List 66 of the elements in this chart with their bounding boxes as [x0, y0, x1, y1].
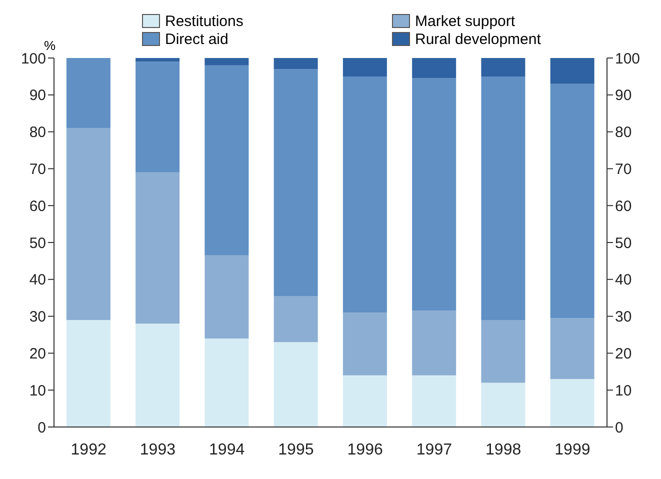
- bar: [412, 78, 456, 311]
- bar: [274, 69, 318, 296]
- bar: [342, 375, 387, 427]
- bar: [66, 128, 110, 320]
- y2-tick-label: 100: [615, 50, 640, 68]
- bar: [481, 58, 526, 76]
- bar: [204, 65, 249, 256]
- x-tick-label: 1992: [70, 441, 106, 458]
- x-tick-label: 1999: [554, 441, 590, 458]
- y2-tick-label: 40: [615, 272, 632, 289]
- bar: [481, 382, 526, 427]
- bar: [274, 58, 318, 70]
- x-tick-label: 1995: [278, 441, 314, 458]
- bar: [274, 342, 318, 427]
- bar: [550, 318, 594, 380]
- y-tick-label: 60: [29, 198, 46, 215]
- y2-tick-label: 50: [615, 234, 632, 252]
- legend-label: Market support: [415, 12, 516, 30]
- y-tick-label: 50: [29, 234, 46, 252]
- bar: [412, 375, 456, 427]
- bar: [342, 312, 387, 376]
- y-tick-label: 0: [38, 419, 46, 436]
- bar: [136, 172, 180, 324]
- legend-label: Restitutions: [165, 12, 244, 30]
- y2-tick-label: 80: [615, 124, 632, 142]
- bar: [550, 379, 594, 427]
- y-tick-label: 40: [29, 272, 46, 289]
- y2-tick-label: 60: [615, 198, 632, 215]
- bar: [342, 76, 387, 313]
- bar: [342, 58, 387, 76]
- bar: [204, 338, 249, 427]
- bar: [66, 320, 110, 427]
- legend-label: Rural development: [415, 30, 541, 48]
- x-tick-label: 1996: [347, 441, 383, 458]
- x-tick-label: 1993: [140, 441, 176, 458]
- y2-tick-label: 70: [615, 161, 632, 178]
- bar: [204, 58, 249, 66]
- y-tick-label: 70: [29, 161, 46, 178]
- y-tick-label: 100: [20, 50, 46, 68]
- y-tick-label: 80: [29, 124, 46, 142]
- y2-tick-label: 0: [615, 419, 624, 436]
- x-tick-label: 1998: [486, 441, 522, 458]
- bar: [204, 255, 249, 338]
- y-tick-label: 10: [29, 382, 46, 400]
- bar: [136, 324, 180, 427]
- y-tick-label: 20: [29, 346, 46, 363]
- bar: [136, 62, 180, 172]
- y-tick-label: 30: [29, 308, 46, 326]
- y2-tick-label: 90: [615, 87, 632, 104]
- y2-tick-label: 10: [615, 382, 632, 400]
- bar: [481, 320, 526, 383]
- bar: [550, 58, 594, 84]
- x-tick-label: 1997: [416, 441, 452, 458]
- bar: [274, 296, 318, 342]
- x-tick-label: 1994: [209, 441, 245, 458]
- bar: [481, 76, 526, 320]
- y2-tick-label: 20: [615, 346, 632, 363]
- bar: [550, 84, 594, 318]
- y-tick-label: 90: [29, 87, 46, 104]
- bar: [412, 310, 456, 376]
- bar: [66, 58, 110, 128]
- y2-tick-label: 30: [615, 308, 632, 326]
- legend-label: Direct aid: [165, 30, 228, 48]
- bar: [412, 58, 456, 78]
- bar: [136, 58, 180, 62]
- y-axis-title: %: [44, 38, 56, 53]
